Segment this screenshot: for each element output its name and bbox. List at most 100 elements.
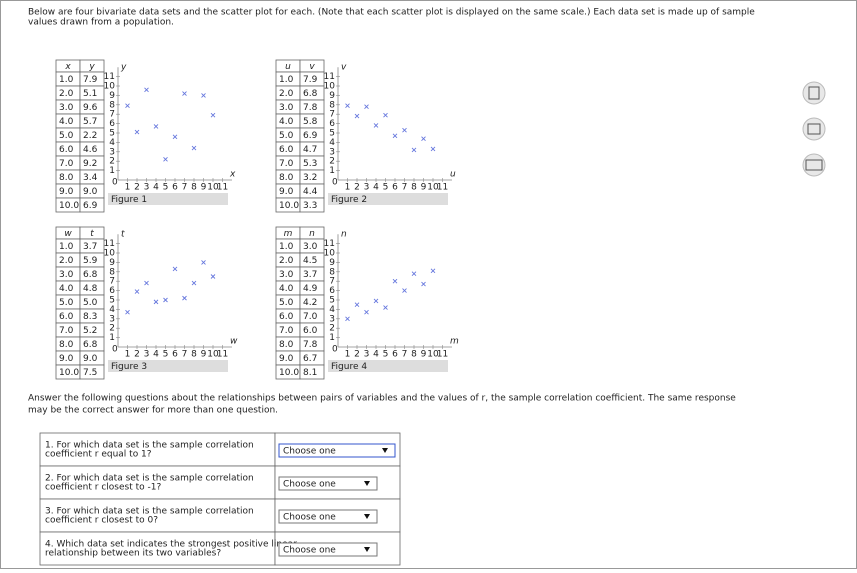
table-value: 7.0 <box>59 326 74 336</box>
x-tick-label: 6 <box>172 350 178 360</box>
x-tick-label: 5 <box>163 183 169 193</box>
answer-intro: may be the correct answer for more than … <box>28 406 278 416</box>
table-value: 6.0 <box>59 312 74 322</box>
calculator-glyph <box>808 86 820 100</box>
y-tick-label: 3 <box>329 314 335 324</box>
table-value: 7.0 <box>303 312 318 322</box>
question-text: 1. For which data set is the sample corr… <box>45 441 254 451</box>
table-value: 8.3 <box>83 312 97 322</box>
table-header: w <box>64 229 72 239</box>
tool-icons[interactable] <box>802 81 826 177</box>
table-value: 4.2 <box>303 298 317 308</box>
figure-caption: Figure 1 <box>111 195 147 205</box>
y-tick-label: 9 <box>109 258 115 268</box>
y-tick-label: 7 <box>109 110 115 120</box>
x-tick-label: 3 <box>364 350 370 360</box>
table-value: 7.0 <box>59 159 74 169</box>
y-tick-label: 9 <box>109 91 115 101</box>
table-value: 4.0 <box>279 117 294 127</box>
video-glyph <box>807 123 821 135</box>
data-point <box>182 295 187 301</box>
x-tick-label: 9 <box>201 350 207 360</box>
select-box[interactable] <box>278 509 378 524</box>
y-tick-label: 1 <box>329 166 335 176</box>
table-value: 9.6 <box>83 103 98 113</box>
x-tick-label: 9 <box>421 350 427 360</box>
x-tick-label: 7 <box>402 183 408 193</box>
table-value: 8.0 <box>279 340 294 350</box>
x-axis-label: w <box>230 337 238 347</box>
x-tick-label: 7 <box>182 183 188 193</box>
data-point <box>430 268 436 274</box>
question-text: 4. Which data set indicates the stronges… <box>45 540 297 550</box>
table-value: 10.0 <box>279 368 299 378</box>
table-value: 9.0 <box>59 354 74 364</box>
calculator-icon[interactable] <box>802 81 826 105</box>
table-value: 6.9 <box>83 201 98 211</box>
table-value: 5.3 <box>303 159 317 169</box>
x-tick-label: 11 <box>217 350 228 360</box>
table-value: 9.0 <box>279 354 294 364</box>
table-value: 10.0 <box>279 201 299 211</box>
data-point <box>402 288 407 293</box>
table-value: 9.0 <box>59 187 74 197</box>
y-tick-label: 2 <box>109 157 115 167</box>
select-box[interactable] <box>278 443 396 458</box>
figure-caption-bg <box>108 193 228 205</box>
y-tick-label: 10 <box>104 249 116 259</box>
y-tick-label: 3 <box>329 147 335 157</box>
y-tick-label: 7 <box>329 110 335 120</box>
data-point <box>345 103 350 109</box>
table-value: 5.9 <box>83 256 98 266</box>
x-axis-label: u <box>450 170 456 180</box>
question-text: coefficient r equal to 1? <box>45 450 152 460</box>
data-point <box>430 146 436 152</box>
question-cell <box>39 498 276 533</box>
y-tick-label: 6 <box>109 119 115 129</box>
y-tick-label: 1 <box>109 166 115 176</box>
table-value: 7.8 <box>303 340 318 350</box>
data-point <box>153 299 159 305</box>
select-arrow <box>364 514 370 519</box>
question-cell <box>39 432 276 467</box>
y-tick-label: 4 <box>109 305 115 315</box>
data-point <box>411 147 417 153</box>
data-point <box>411 271 417 276</box>
data-point <box>373 123 379 128</box>
data-point <box>421 281 426 287</box>
data-point <box>191 145 197 151</box>
y-tick-label: 8 <box>109 100 115 110</box>
table-value: 3.3 <box>303 201 317 211</box>
x-tick-label: 1 <box>125 183 131 193</box>
data-point <box>134 129 140 135</box>
table-header: x <box>64 62 71 72</box>
select-box[interactable] <box>278 476 378 491</box>
data-point <box>383 305 388 310</box>
data-point <box>392 133 398 139</box>
question-text: 3. For which data set is the sample corr… <box>45 507 254 517</box>
y-tick-label: 9 <box>329 91 335 101</box>
y-tick-label: 10 <box>104 82 116 92</box>
table-value: 6.0 <box>303 326 318 336</box>
table-value: 5.0 <box>59 298 74 308</box>
data-point <box>134 289 140 294</box>
table-value: 7.8 <box>303 103 318 113</box>
table-value: 8.0 <box>59 340 74 350</box>
table-value: 4.8 <box>83 284 98 294</box>
x-tick-label: 10 <box>427 350 439 360</box>
x-tick-label: 7 <box>182 350 188 360</box>
x-tick-label: 4 <box>153 183 159 193</box>
data-point <box>210 274 216 279</box>
data-point <box>421 136 426 141</box>
y-axis-label: n <box>341 230 347 240</box>
figure-caption-bg <box>328 193 448 205</box>
data-point <box>125 309 130 315</box>
question-text: relationship between its two variables? <box>45 549 221 559</box>
y-tick-label: 11 <box>324 239 335 249</box>
select-box[interactable] <box>278 542 378 557</box>
y-tick-label: 6 <box>109 286 115 296</box>
table-value: 9.2 <box>83 159 97 169</box>
table-header: t <box>90 229 94 239</box>
video-icon[interactable] <box>802 117 826 141</box>
table-cell <box>299 197 325 213</box>
